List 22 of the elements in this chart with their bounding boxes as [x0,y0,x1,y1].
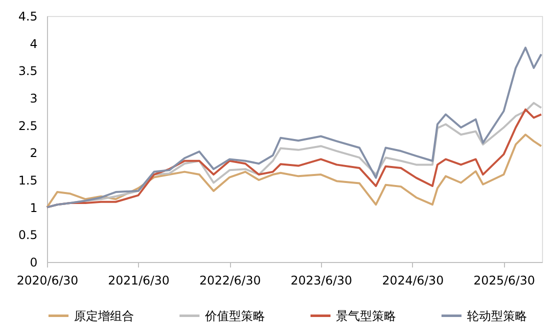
y-tick-label: 2.5 [18,118,38,133]
legend-label: 轮动型策略 [467,308,527,323]
x-tick-label: 2025/6/30 [473,274,535,288]
y-tick-label: 2 [30,146,38,160]
y-tick-label: 3 [30,92,38,106]
y-tick-label: 3.5 [18,64,38,78]
x-tick-label: 2020/6/30 [16,274,78,288]
x-tick-label: 2023/6/30 [290,274,352,288]
y-tick-label: 4.5 [18,10,38,24]
x-tick-label: 2022/6/30 [199,274,261,288]
y-tick-label: 0.5 [18,228,38,242]
legend-label: 景气型策略 [336,308,396,323]
line-series [46,46,542,208]
x-tick-label: 2021/6/30 [108,274,170,288]
y-tick-label: 1.5 [18,174,38,188]
x-tick-label: 2024/6/30 [382,274,444,288]
y-tick-label: 1 [30,200,38,215]
legend-label: 原定增组合 [74,308,134,323]
legend-label: 价值型策略 [204,308,265,323]
y-tick-label: 0 [30,256,38,270]
line-series [46,134,542,208]
y-tick-label: 4 [30,36,38,51]
